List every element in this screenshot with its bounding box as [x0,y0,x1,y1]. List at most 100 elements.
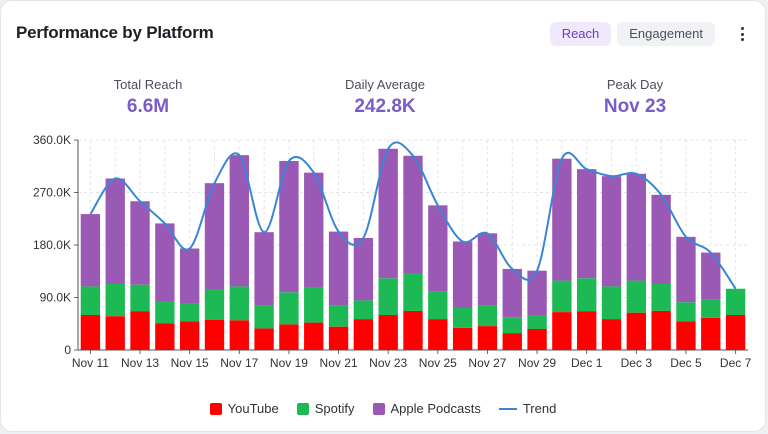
legend-item-spotify[interactable]: Spotify [296,401,355,416]
bar-segment-apple-podcasts [428,205,448,292]
bar-segment-spotify [428,291,448,320]
x-tick-label: Nov 19 [270,356,308,370]
bar-segment-spotify [403,273,423,311]
bar-segment-spotify [502,317,522,334]
bar-segment-youtube [254,328,274,350]
tab-engagement[interactable]: Engagement [617,22,715,46]
y-tick-label: 360.0K [33,133,71,147]
bar-segment-spotify [477,305,498,327]
bar-segment-apple-podcasts [279,161,299,293]
tab-reach[interactable]: Reach [549,22,612,46]
bar-segment-apple-podcasts [701,252,721,300]
y-tick-label: 270.0K [33,186,71,200]
x-tick-label: Nov 21 [320,356,358,370]
bar-segment-spotify [105,283,125,317]
bar-segment-apple-podcasts [229,155,249,287]
bar-segment-apple-podcasts [577,169,597,279]
y-tick-label: 180.0K [33,238,71,252]
stat-label: Total Reach [113,77,183,92]
bar-segment-spotify [204,289,225,320]
bar-segment-apple-podcasts [378,148,398,279]
bar-segment-apple-podcasts [353,238,374,301]
legend-item-apple-podcasts[interactable]: Apple Podcasts [372,401,481,416]
bar-segment-youtube [626,312,647,350]
chart-legend: YouTube Spotify Apple Podcasts Trend [0,401,766,416]
bar-segment-spotify [80,286,101,315]
x-tick-label: Nov 27 [468,356,506,370]
x-tick-label: Nov 15 [171,356,209,370]
bar-segment-apple-podcasts [304,172,324,288]
x-tick-label: Dec 5 [670,356,702,370]
bar-segment-spotify [701,299,721,318]
legend-item-trend[interactable]: Trend [498,401,557,416]
bar-segment-youtube [428,319,448,350]
bar-segment-spotify [254,305,274,329]
y-tick-label: 0 [64,343,71,357]
bar-segment-youtube [527,329,547,350]
bar-segment-youtube [403,310,423,350]
bar-segment-apple-podcasts [502,268,522,318]
chart-title: Performance by Platform [16,23,214,42]
bar-segment-spotify [130,284,150,312]
bar-segment-spotify [378,278,398,315]
bar-segment-youtube [701,317,721,350]
bar-segment-apple-podcasts [527,270,547,316]
bar-segment-spotify [229,286,249,321]
bar-segment-apple-podcasts [80,214,101,287]
bar-segment-youtube [130,311,150,350]
bar-segment-youtube [353,319,374,350]
bar-segment-apple-podcasts [601,176,622,287]
bar-segment-apple-podcasts [130,201,150,285]
legend-label: Trend [522,401,557,416]
x-tick-label: Nov 29 [518,356,556,370]
bar-segment-youtube [229,320,249,350]
bar-segment-spotify [304,287,324,323]
bar-segment-spotify [328,305,349,327]
bar-segment-spotify [353,300,374,320]
x-tick-label: Nov 17 [220,356,258,370]
bar-segment-apple-podcasts [403,155,423,273]
bar-segment-apple-podcasts [204,183,225,290]
bar-segment-apple-podcasts [626,173,647,281]
legend-swatch [209,402,222,415]
x-tick-label: Dec 1 [571,356,603,370]
bar-segment-apple-podcasts [105,178,125,284]
bar-segment-spotify [725,288,746,315]
stat-value: Nov 23 [603,96,667,117]
legend-label: YouTube [227,401,279,416]
bar-segment-apple-podcasts [676,236,696,303]
bar-segment-youtube [601,319,622,350]
stacked-bar-chart: 0 90.0K 180.0K 270.0K 360.0K Nov 11 Nov 13 Nov … [33,133,752,370]
bar-segment-spotify [651,283,671,311]
bar-segment-apple-podcasts [552,158,572,281]
bar-segment-youtube [179,321,200,350]
bar-segment-apple-podcasts [651,194,671,284]
bar-segment-youtube [304,322,324,350]
bar-segment-apple-podcasts [155,223,175,301]
bar-segment-youtube [651,310,671,350]
bar-segment-apple-podcasts [477,233,498,306]
bar-segment-youtube [328,326,349,350]
bar-segment-spotify [527,315,547,329]
bar-segment-youtube [279,324,299,350]
x-tick-label: Nov 23 [369,356,407,370]
stat-label: Daily Average [345,77,425,92]
bar-segment-spotify [179,303,200,322]
legend-swatch [296,402,309,415]
bar-segment-spotify [577,278,597,312]
bar-segment-apple-podcasts [328,231,349,306]
y-tick-label: 90.0K [40,291,71,305]
legend-swatch [372,402,385,415]
bar-segment-youtube [155,323,175,350]
bar-segment-apple-podcasts [452,241,473,308]
bar-segment-youtube [725,315,746,350]
stat-daily-average: Daily Average 242.8K [305,77,465,118]
stat-value: 6.6M [126,96,170,117]
x-tick-label: Nov 11 [72,356,109,370]
more-options-icon[interactable] [737,25,747,43]
bar-segment-spotify [601,286,622,320]
bar-segment-apple-podcasts [254,232,274,306]
legend-item-youtube[interactable]: YouTube [209,401,279,416]
bar-segment-spotify [452,308,473,328]
bar-segment-youtube [552,312,572,350]
